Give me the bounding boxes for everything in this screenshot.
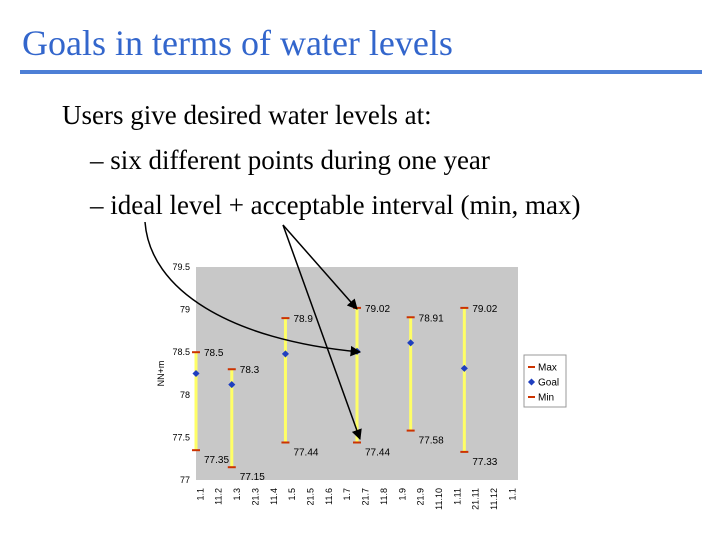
slide-title: Goals in terms of water levels — [22, 23, 453, 63]
min-value-label: 77.58 — [419, 436, 444, 447]
legend-label-min: Min — [538, 393, 554, 404]
max-value-label: 78.3 — [240, 365, 260, 376]
min-value-label: 77.35 — [204, 455, 229, 466]
bullet-main: Users give desired water levels at: — [62, 100, 432, 130]
x-tick-label: 1.7 — [342, 488, 352, 501]
x-tick-label: 11.10 — [434, 488, 444, 510]
x-tick-label: 21.11 — [471, 488, 481, 510]
x-tick-label: 11.6 — [324, 488, 334, 505]
range-bar — [462, 307, 466, 452]
range-bar — [355, 307, 359, 443]
y-tick-label: 78.5 — [172, 347, 190, 357]
x-tick-label: 1.5 — [287, 488, 297, 501]
water-level-chart: NN+m 77 77.5 78 78.5 79 79.5 1.1 11.2 1.3 21.3 11.4… — [150, 255, 567, 517]
goal-point — [460, 364, 468, 372]
max-value-label: 79.02 — [365, 304, 390, 315]
min-value-label: 77.44 — [293, 448, 318, 459]
bullet-sub-interval: – ideal level + acceptable interval (min… — [90, 190, 581, 220]
y-tick-label: 78 — [180, 390, 190, 400]
y-axis-title: NN+m — [156, 361, 166, 387]
x-tick-label: 21.9 — [416, 488, 426, 506]
range-bar — [230, 369, 234, 468]
x-tick-label: 1.9 — [397, 488, 407, 501]
x-tick-label: 21.5 — [305, 488, 315, 506]
x-tick-label: 1.1 — [195, 488, 205, 501]
x-tick-label: 1.1 — [507, 488, 517, 501]
legend-label-goal: Goal — [538, 378, 559, 389]
x-tick-label: 11.8 — [379, 488, 389, 505]
min-value-label: 77.44 — [365, 448, 390, 459]
y-tick-label: 77.5 — [172, 432, 190, 442]
legend-label-max: Max — [538, 363, 557, 374]
x-tick-label: 1.3 — [232, 488, 242, 501]
x-tick-label: 11.12 — [489, 488, 499, 510]
bullet-sub-points: – six different points during one year — [90, 145, 490, 175]
x-tick-label: 1.11 — [452, 488, 462, 505]
range-bar — [194, 352, 198, 451]
x-tick-label: 11.4 — [269, 488, 279, 505]
x-tick-label: 21.7 — [361, 488, 371, 506]
max-value-label: 78.9 — [293, 314, 313, 325]
max-value-label: 78.5 — [204, 348, 224, 359]
goal-point — [192, 369, 200, 378]
range-bar — [283, 318, 287, 443]
x-tick-label: 21.3 — [250, 488, 260, 506]
min-value-label: 77.33 — [472, 457, 497, 468]
goal-point — [407, 339, 415, 347]
x-tick-label: 11.2 — [214, 488, 224, 505]
y-tick-label: 79.5 — [172, 262, 190, 272]
y-tick-label: 79 — [180, 305, 190, 315]
y-tick-label: 77 — [180, 475, 190, 485]
max-value-label: 78.91 — [419, 313, 444, 324]
range-bar — [409, 317, 413, 431]
legend-goal-marker — [527, 378, 536, 386]
max-value-label: 79.02 — [472, 304, 497, 315]
title-underline — [20, 70, 702, 74]
min-value-label: 77.15 — [240, 472, 265, 483]
